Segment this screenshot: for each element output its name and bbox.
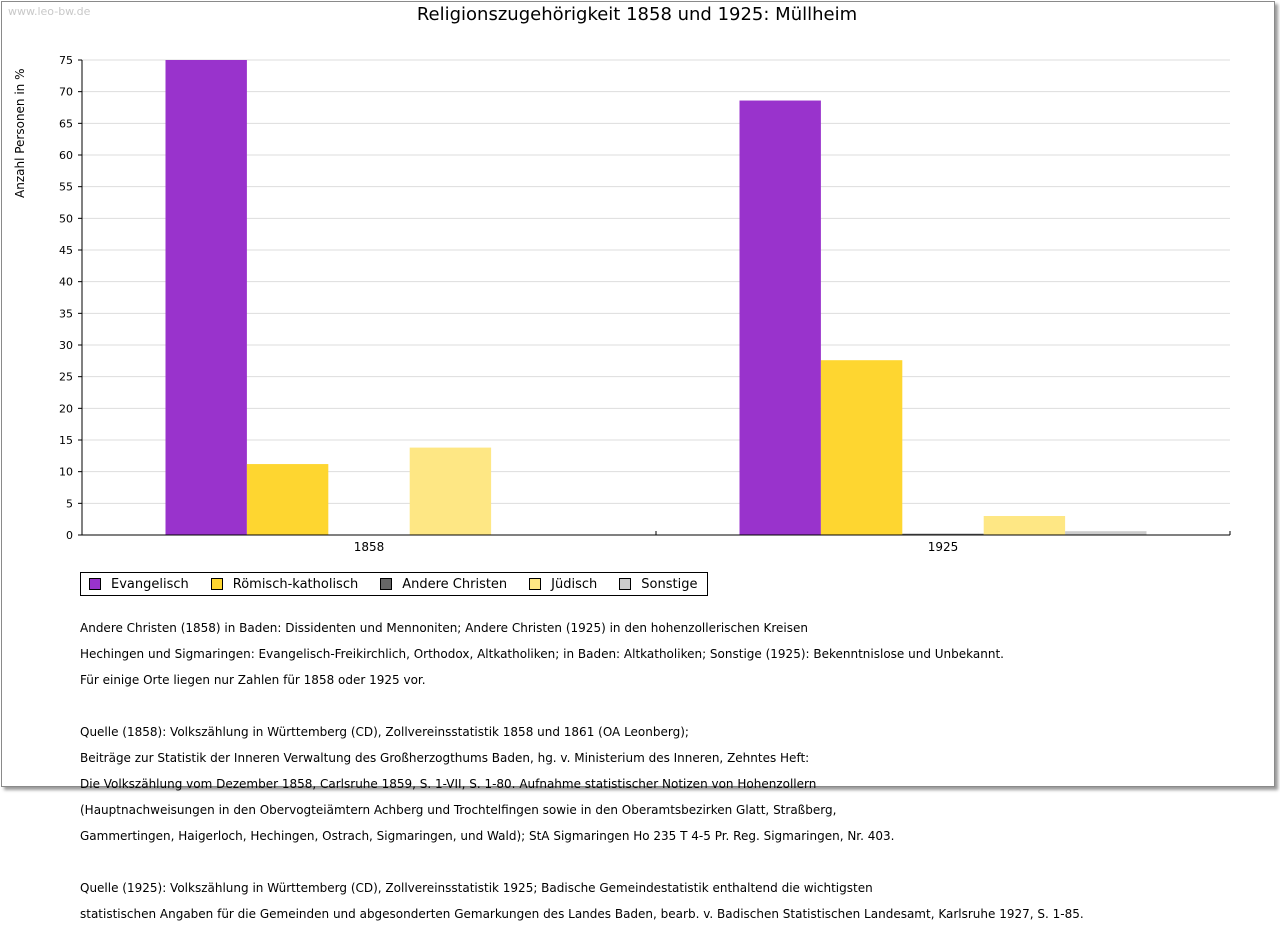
y-tick-label: 5 bbox=[66, 497, 73, 510]
x-tick-label: 1858 bbox=[354, 540, 385, 554]
y-tick-label: 25 bbox=[59, 371, 73, 384]
y-tick-label: 45 bbox=[59, 244, 73, 257]
watermark: www.leo-bw.de bbox=[8, 5, 91, 18]
bar bbox=[983, 516, 1066, 535]
y-tick-label: 50 bbox=[59, 212, 73, 225]
note-line: Für einige Orte liegen nur Zahlen für 18… bbox=[80, 673, 426, 687]
bar bbox=[1065, 531, 1147, 535]
x-tick-labels: 1858 1925 bbox=[354, 540, 959, 554]
legend-item: Evangelisch bbox=[89, 577, 189, 592]
y-tick-label: 40 bbox=[59, 276, 73, 289]
y-tick-label: 75 bbox=[59, 54, 73, 67]
y-tick-label: 10 bbox=[59, 466, 73, 479]
bar bbox=[165, 60, 247, 535]
y-tick-label: 15 bbox=[59, 434, 73, 447]
note-line: Die Volkszählung vom Dezember 1858, Carl… bbox=[80, 777, 817, 791]
notes-paragraph-3: Quelle (1925): Volkszählung in Württembe… bbox=[80, 869, 1084, 934]
note-line: Quelle (1925): Volkszählung in Württembe… bbox=[80, 881, 873, 895]
bar bbox=[739, 100, 821, 536]
legend-item: Römisch-katholisch bbox=[210, 576, 359, 592]
legend-label: Römisch-katholisch bbox=[232, 576, 359, 592]
note-line: Andere Christen (1858) in Baden: Disside… bbox=[80, 621, 808, 635]
notes-paragraph-1: Andere Christen (1858) in Baden: Disside… bbox=[80, 609, 1084, 700]
y-tick-label: 30 bbox=[59, 339, 73, 352]
y-tick-label: 0 bbox=[66, 529, 73, 542]
note-line: Hechingen und Sigmaringen: Evangelisch-F… bbox=[80, 647, 1004, 661]
legend-label: Sonstige bbox=[641, 576, 698, 592]
note-line: (Hauptnachweisungen in den Obervogteiämt… bbox=[80, 803, 837, 817]
y-tick-label: 20 bbox=[59, 402, 73, 415]
legend: Evangelisch Römisch-katholisch Andere Chri… bbox=[80, 572, 709, 596]
legend-label: Evangelisch bbox=[111, 576, 189, 592]
notes-paragraph-2: Quelle (1858): Volkszählung in Württembe… bbox=[80, 713, 1084, 856]
bar bbox=[246, 464, 329, 535]
grid-lines bbox=[82, 59, 1230, 504]
legend-label: Andere Christen bbox=[402, 576, 508, 592]
legend-item: Jüdisch bbox=[529, 577, 597, 592]
legend-swatch bbox=[89, 578, 101, 590]
legend-item: Sonstige bbox=[619, 577, 697, 592]
y-tick-label: 65 bbox=[59, 117, 73, 130]
y-tick-labels: 0 5 10 15 20 25 30 35 40 45 50 55 60 65 70 75 bbox=[59, 54, 73, 542]
legend-label: Jüdisch bbox=[551, 576, 598, 592]
legend-swatch bbox=[210, 578, 223, 590]
legend-swatch bbox=[529, 578, 542, 590]
bar bbox=[902, 533, 984, 535]
y-tick-label: 60 bbox=[59, 149, 73, 162]
x-tick-label: 1925 bbox=[928, 540, 959, 554]
axes bbox=[78, 59, 1231, 536]
y-tick-label: 55 bbox=[59, 181, 73, 194]
y-tick-label: 70 bbox=[59, 86, 73, 99]
chart-title: Religionszugehörigkeit 1858 und 1925: Mü… bbox=[416, 4, 858, 25]
bar-chart: 0 5 10 15 20 25 30 35 40 45 50 55 60 65 70 75 1858 1925 bbox=[59, 54, 1231, 554]
note-line: Beiträge zur Statistik der Inneren Verwa… bbox=[80, 751, 810, 765]
bars bbox=[165, 60, 1147, 536]
legend-swatch bbox=[619, 578, 632, 590]
y-tick-label: 35 bbox=[59, 307, 73, 320]
bar bbox=[820, 360, 903, 535]
note-line: Gammertingen, Haigerloch, Hechingen, Ost… bbox=[80, 829, 895, 843]
note-line: statistischen Angaben für die Gemeinden … bbox=[80, 907, 1084, 921]
note-line: Quelle (1858): Volkszählung in Württembe… bbox=[80, 725, 689, 739]
legend-swatch bbox=[380, 578, 393, 590]
bar bbox=[409, 447, 492, 535]
notes: Andere Christen (1858) in Baden: Disside… bbox=[80, 609, 1084, 947]
legend-item: Andere Christen bbox=[380, 577, 507, 592]
